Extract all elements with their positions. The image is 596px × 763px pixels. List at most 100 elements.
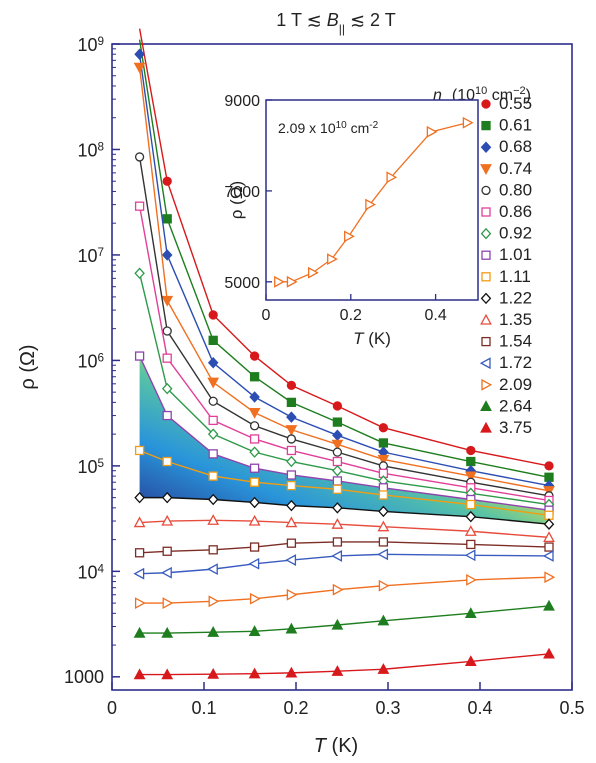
inset-data-point (386, 171, 398, 184)
y-tick-label: 104 (77, 562, 104, 583)
data-point (286, 455, 297, 468)
series-0.55 (138, 28, 554, 471)
y-tick-label: 108 (77, 140, 104, 161)
data-point (207, 514, 220, 525)
data-point (208, 335, 218, 345)
data-point (207, 356, 219, 369)
data-point (377, 614, 390, 626)
data-point (378, 579, 390, 592)
data-point (161, 382, 173, 395)
legend-label: 1.01 (499, 245, 532, 264)
legend-label: 0.86 (499, 202, 532, 221)
inset-data-point (426, 125, 438, 138)
data-point (544, 510, 554, 520)
inset-chart: 2.09 x 1010 cm-2 0 0.2 0.4 5000 7000 9000 T (… (224, 93, 479, 348)
data-point (543, 531, 555, 543)
series-1.72 (133, 548, 554, 580)
data-point (249, 446, 260, 458)
data-point (285, 622, 298, 634)
data-point (134, 445, 145, 456)
data-point (248, 625, 261, 636)
y-tick-label: 107 (77, 245, 104, 266)
inset-annotation: 2.09 x 1010 cm-2 (278, 120, 379, 137)
legend-label: 0.92 (499, 224, 532, 243)
legend-marker (479, 357, 491, 370)
inset-tick-group: 0 0.2 0.4 5000 7000 9000 (224, 93, 446, 324)
series-0.61 (138, 39, 554, 482)
data-point (544, 461, 554, 471)
data-point (133, 516, 146, 528)
data-point (161, 566, 172, 579)
inset-plot-area (265, 99, 479, 301)
legend-label: 1.11 (499, 267, 531, 286)
data-point (331, 618, 344, 630)
data-point (248, 557, 260, 570)
data-point (378, 490, 389, 500)
x-tick-label: 0.4 (467, 698, 492, 718)
data-point (331, 439, 344, 451)
data-point (208, 449, 218, 459)
data-point (285, 425, 298, 436)
x-tick-label: 0 (107, 698, 117, 718)
data-point (134, 201, 145, 211)
data-point (134, 152, 145, 162)
inset-x-tick-label: 0.4 (424, 307, 446, 324)
inset-y-tick-label: 9000 (224, 93, 260, 110)
data-point (249, 391, 260, 403)
data-point (133, 668, 146, 680)
data-point (285, 666, 298, 678)
legend-label: 0.68 (499, 137, 532, 156)
series-3.75 (133, 647, 555, 680)
data-point (332, 484, 343, 494)
legend-label: 2.64 (499, 396, 532, 415)
inset-data-point (462, 116, 474, 129)
data-point (207, 626, 220, 637)
data-point (249, 463, 260, 473)
data-point (464, 655, 477, 667)
data-point (466, 573, 477, 586)
legend-label: 1.35 (499, 310, 532, 329)
inset-x-tick-label: 0 (262, 307, 271, 324)
x-axis-label: T (K) (314, 735, 358, 757)
data-point (248, 667, 261, 679)
data-point (248, 514, 261, 526)
data-point (208, 595, 220, 608)
data-point (332, 417, 343, 427)
data-point (377, 663, 390, 674)
data-point (544, 542, 554, 552)
data-point (331, 665, 344, 676)
data-point (286, 538, 297, 548)
data-point (378, 423, 389, 433)
data-point (134, 548, 145, 558)
y-tick-label: 1000 (64, 667, 104, 687)
inset-data-point (307, 266, 319, 279)
legend-marker (481, 99, 491, 109)
data-point (466, 456, 476, 467)
data-point (544, 571, 556, 584)
series-1.22 (134, 491, 555, 530)
legend-marker (480, 421, 492, 433)
data-point (134, 351, 145, 361)
data-point (286, 397, 297, 408)
inset-y-tick-label: 5000 (224, 275, 260, 292)
data-point (466, 539, 476, 550)
legend-label: 2.09 (499, 375, 532, 394)
legend-marker (481, 250, 491, 260)
y-tick-group: 1000 104 105 106 107 108 109 (64, 35, 120, 687)
data-point (134, 48, 145, 60)
data-point (332, 447, 343, 457)
data-point (377, 548, 389, 561)
legend-label: 0.55 (499, 94, 532, 113)
data-point (161, 514, 174, 526)
inset-x-tick-label: 0.2 (340, 307, 362, 324)
data-point (134, 491, 145, 504)
data-point (208, 310, 218, 320)
data-point (332, 456, 343, 467)
data-point (286, 470, 297, 480)
inset-data-point (286, 275, 298, 288)
data-point (134, 597, 146, 609)
data-point (161, 491, 173, 504)
data-point (162, 410, 172, 421)
data-point (133, 62, 146, 74)
data-point (285, 516, 298, 528)
